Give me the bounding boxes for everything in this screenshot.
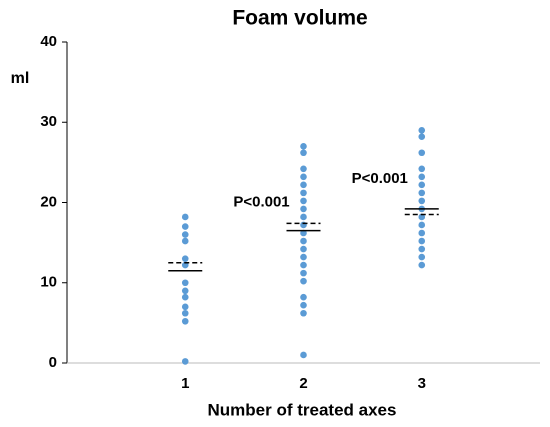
data-point (418, 189, 426, 197)
data-point (418, 165, 426, 173)
data-point (181, 358, 189, 365)
data-point (300, 197, 307, 205)
data-point (418, 229, 426, 237)
data-point (300, 143, 307, 150)
data-point (300, 237, 307, 245)
x-tick-label: 2 (299, 375, 307, 392)
data-point (300, 261, 307, 269)
data-point (300, 165, 307, 173)
y-axis-label: ml (11, 70, 30, 87)
data-point (181, 237, 189, 245)
data-point (181, 303, 189, 311)
annotation: P<0.001 (352, 170, 408, 187)
y-tick-label: 10 (40, 274, 57, 291)
data-point (181, 279, 189, 287)
x-tick-label: 3 (418, 375, 426, 392)
data-point (300, 277, 307, 285)
data-point (300, 253, 307, 261)
data-point (418, 149, 426, 157)
data-point (418, 221, 426, 229)
data-point (181, 255, 189, 262)
data-point (418, 133, 426, 140)
data-point (418, 237, 426, 245)
data-point (300, 293, 307, 301)
data-point (181, 261, 189, 269)
chart-title: Foam volume (232, 7, 367, 30)
data-point (300, 269, 307, 277)
data-point (181, 293, 189, 301)
data-point (300, 205, 307, 213)
y-tick-label: 0 (49, 354, 57, 371)
data-point (418, 173, 426, 181)
data-point (418, 253, 426, 261)
data-point (418, 245, 426, 253)
data-point (300, 149, 307, 157)
data-point (181, 223, 189, 230)
data-point (300, 301, 307, 309)
data-point (300, 181, 307, 189)
data-point (181, 231, 189, 238)
data-point (181, 309, 189, 317)
x-axis-label: Number of treated axes (208, 400, 397, 419)
data-point (418, 126, 426, 134)
data-point (418, 197, 426, 205)
data-point (181, 287, 189, 295)
data-point (418, 181, 426, 189)
data-point (418, 261, 426, 269)
data-point (300, 229, 307, 237)
y-tick-label: 20 (40, 193, 57, 210)
data-point (418, 213, 426, 221)
data-point (181, 317, 189, 325)
data-point (300, 213, 307, 221)
annotation: P<0.001 (233, 194, 289, 211)
x-tick-label: 1 (181, 375, 189, 392)
data-point (300, 189, 307, 197)
data-point (300, 351, 307, 359)
data-point (300, 309, 307, 317)
data-point (181, 213, 189, 221)
data-point (300, 173, 307, 181)
y-tick-label: 40 (40, 33, 57, 50)
y-tick-label: 30 (40, 113, 57, 130)
data-point (300, 245, 307, 253)
